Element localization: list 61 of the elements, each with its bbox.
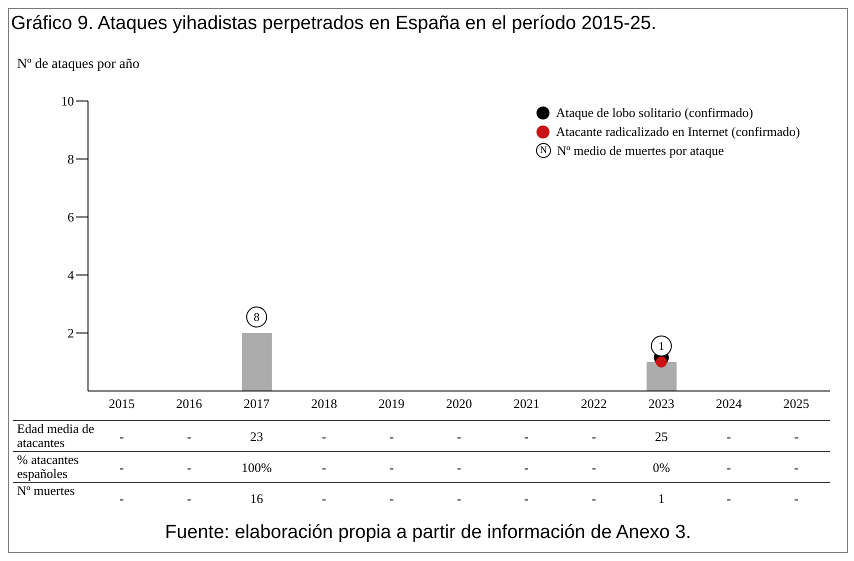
x-tick-label: 2015: [108, 396, 135, 412]
x-tick-label: 2025: [783, 396, 810, 412]
text: -: [187, 429, 192, 444]
x-tick-label: 2024: [716, 396, 742, 412]
text: 16: [250, 491, 264, 506]
text: -: [794, 429, 798, 444]
text: 0%: [652, 460, 670, 475]
text: -: [592, 429, 596, 444]
text: -: [794, 460, 798, 475]
text: -: [120, 460, 124, 475]
text: -: [592, 460, 596, 475]
x-tick-label: 2023: [648, 396, 674, 412]
text: -: [726, 460, 731, 475]
annotation: 8: [254, 310, 260, 324]
x-tick-label: 2022: [580, 396, 607, 412]
y-tick-label: 4: [68, 268, 74, 283]
source-note: Fuente: elaboración propia a partir de información de Anexo 3.: [164, 522, 692, 544]
y-tick-label: 2: [68, 326, 74, 341]
text: -: [456, 429, 462, 444]
text: -: [592, 491, 596, 506]
chart-title: Gráfico 9. Ataques yihadistas perpetrados en España en el período 2015-25.: [11, 13, 656, 35]
x-tick-label: 2021: [513, 396, 540, 412]
legend-label: Ataque de lobo solitario (confirmado): [556, 104, 754, 122]
text: -: [389, 491, 394, 506]
legend-label: Atacante radicalizado en Internet (confirmado): [556, 123, 800, 141]
text: -: [389, 460, 394, 475]
text: -: [456, 491, 462, 506]
text: -: [794, 491, 798, 506]
text: -: [187, 491, 192, 506]
text: -: [389, 429, 394, 444]
annotation: Nº medio de muertes por ataque: [557, 142, 724, 160]
text: -: [322, 491, 326, 506]
text: 1: [658, 491, 665, 506]
x-tick-label: 2017: [244, 396, 270, 412]
text: -: [120, 491, 124, 506]
text: -: [322, 429, 326, 444]
text: 23: [250, 429, 264, 444]
text: -: [120, 429, 124, 444]
y-axis-title: Nº de ataques por año: [17, 57, 140, 73]
y-tick-label: 8: [68, 152, 74, 167]
category-label: Nº muertes: [17, 483, 75, 498]
x-tick-label: 2018: [311, 396, 338, 412]
x-tick-label: 2016: [176, 396, 203, 412]
category-label: Edad media de atacantes: [17, 421, 94, 450]
text: -: [524, 460, 529, 475]
x-tick-label: 2020: [446, 396, 472, 412]
y-tick-label: 10: [61, 94, 74, 109]
text: -: [726, 491, 731, 506]
category-label: % atacantes españoles: [17, 452, 79, 481]
text: -: [456, 460, 462, 475]
text: -: [187, 460, 192, 475]
text: -: [726, 429, 731, 444]
text: 100%: [241, 460, 272, 475]
text: 25: [654, 429, 668, 444]
y-tick-label: 6: [68, 210, 74, 225]
x-tick-label: 2019: [378, 396, 405, 412]
text: -: [322, 460, 326, 475]
circle-icon: N: [536, 143, 551, 158]
text: -: [524, 429, 529, 444]
text: -: [524, 491, 529, 506]
annotation: 1: [658, 339, 664, 353]
